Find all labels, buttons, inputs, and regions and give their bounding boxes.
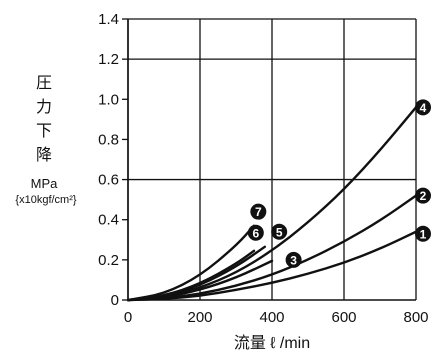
y-tick-label: 0.2 [98,252,119,269]
curve-label-6: 6 [252,226,259,240]
curve-label-badge-5 [271,223,288,240]
curve-label-7: 7 [255,205,262,219]
chart-grid [127,18,417,300]
y-axis-label-char: 力 [36,98,52,116]
curve-label-badge-1 [415,225,431,242]
y-axis-label-char: 下 [36,123,52,140]
chart-series [126,106,418,302]
y-axis-label-char: 降 [36,146,52,164]
y-tick-label: 1.4 [98,11,119,28]
y-axis-sub-unit: {x10kgf/cm²} [15,194,76,206]
curve-label-2: 2 [420,189,427,203]
curve-label-badge-4 [415,99,431,116]
curve-label-3: 3 [290,253,297,267]
x-tick-label: 400 [259,309,284,326]
y-axis-label-char: 圧 [36,75,52,92]
x-tick-label: 200 [187,309,212,326]
series-line-6 [126,249,256,302]
chart-axes: 0 0.2 0.4 0.6 0.8 1.0 1.2 1.4 0 200 400 600 800 [98,11,428,326]
curve-label-1: 1 [420,227,427,241]
x-tick-label: 800 [403,309,428,326]
x-tick-label: 600 [331,309,356,326]
x-tick-label: 0 [124,309,132,326]
curve-labels: 1 2 3 4 5 6 7 [247,99,431,268]
curve-label-badge-3 [285,251,302,268]
y-tick-label: 1.2 [98,51,119,68]
curve-label-badge-7 [250,203,267,220]
y-tick-label: 1.0 [98,91,119,108]
curve-label-4: 4 [420,101,427,115]
curve-label-5: 5 [276,225,283,239]
y-axis-unit: MPa [31,176,59,191]
curve-label-badge-2 [415,187,431,204]
series-line-1 [126,230,418,302]
curve-label-badge-6 [247,224,264,241]
y-tick-label: 0.8 [98,131,119,148]
series-line-4 [126,106,418,302]
x-axis-label: 流量 ℓ /min [234,334,310,352]
y-tick-label: 0 [111,292,119,309]
y-tick-label: 0.6 [98,172,119,189]
y-tick-label: 0.4 [98,212,119,229]
series-line-7 [126,224,256,302]
series-line-2 [126,194,418,302]
